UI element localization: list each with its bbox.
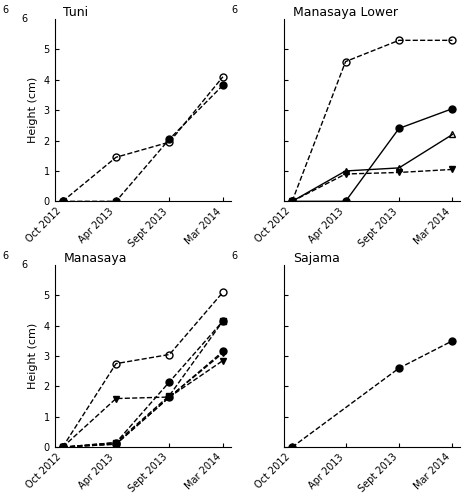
Text: 6: 6	[2, 6, 8, 16]
Text: 6: 6	[232, 6, 238, 16]
Text: Manasaya: Manasaya	[63, 252, 127, 265]
Text: 6: 6	[232, 251, 238, 261]
Text: Manasaya Lower: Manasaya Lower	[293, 6, 398, 19]
Text: 6: 6	[21, 14, 27, 24]
Text: 6: 6	[2, 251, 8, 261]
Text: 6: 6	[21, 260, 27, 270]
Y-axis label: Height (cm): Height (cm)	[28, 77, 38, 144]
Text: Sajama: Sajama	[293, 252, 340, 265]
Y-axis label: Height (cm): Height (cm)	[28, 323, 38, 389]
Text: Tuni: Tuni	[63, 6, 89, 19]
